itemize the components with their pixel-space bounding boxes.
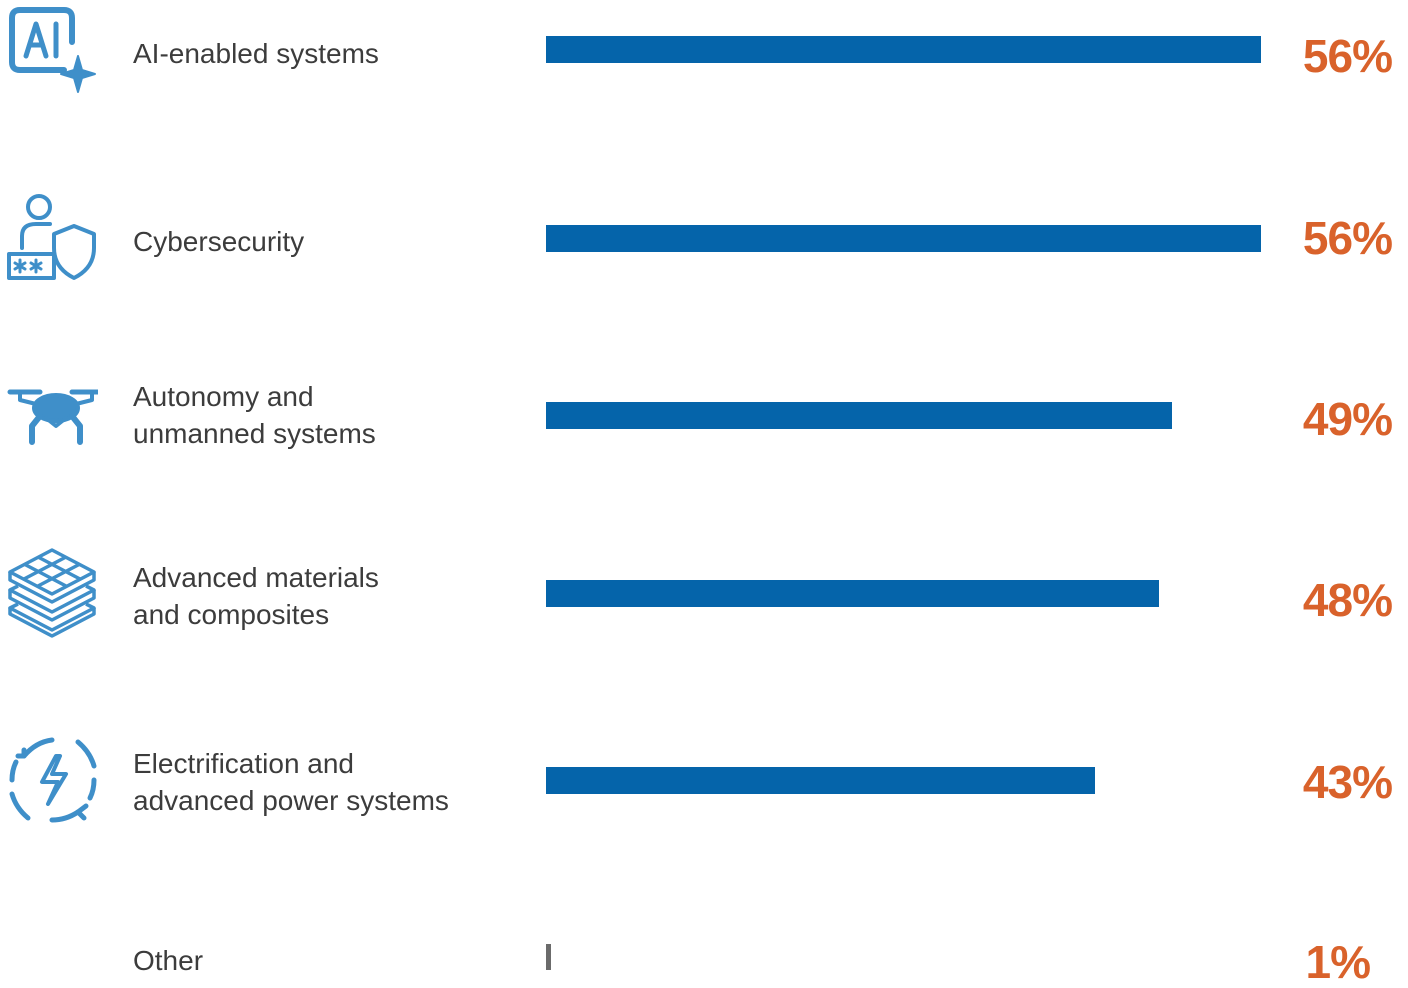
bar [546,767,1096,794]
layered-grid-materials-icon [6,546,98,638]
category-label: Autonomy and unmanned systems [133,381,376,449]
lightning-cycle-icon [6,734,98,826]
category-label: Electrification and advanced power syste… [133,748,449,816]
value-label: 43% [1302,756,1393,808]
value-label: 56% [1302,212,1393,264]
drone-icon [6,374,98,466]
category-label: Advanced materials and composites [133,562,379,630]
value-label: 48% [1302,574,1393,626]
value-label: 1% [1305,936,1371,988]
bar [546,402,1172,429]
value-label: 56% [1302,30,1393,82]
category-label: AI-enabled systems [133,38,379,69]
bar [546,225,1261,252]
user-shield-password-icon [6,192,98,284]
bar [546,580,1159,607]
bar [546,944,551,970]
category-label: Cybersecurity [133,226,305,257]
ai-sparkle-icon [6,4,98,96]
bar [546,36,1261,63]
value-label: 49% [1302,393,1393,445]
category-label: Other [133,945,204,976]
